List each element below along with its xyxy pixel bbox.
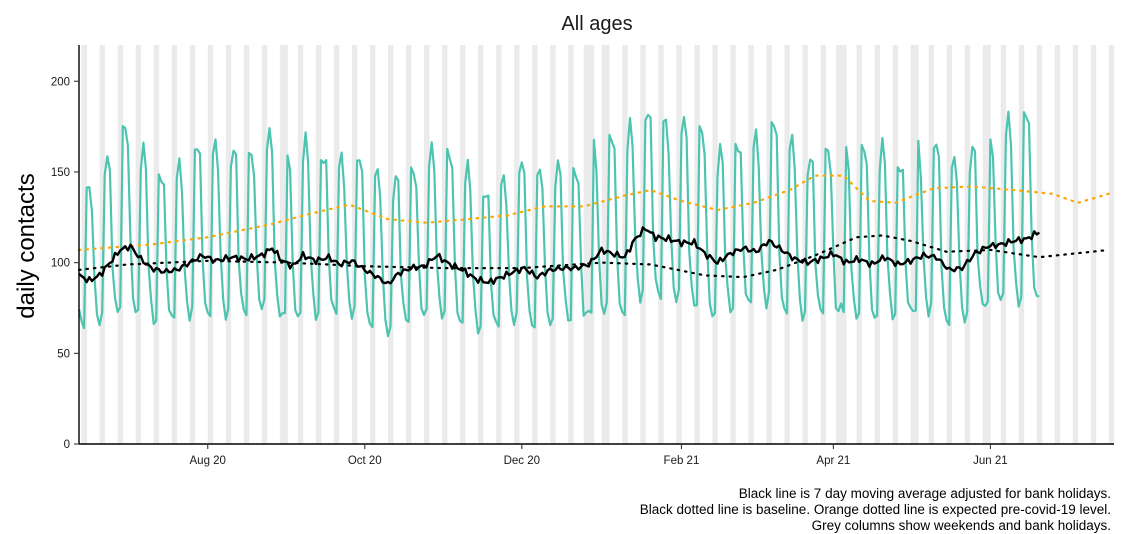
weekend-column <box>261 45 265 444</box>
weekend-column <box>279 45 283 444</box>
weekend-column <box>838 45 842 444</box>
weekend-column <box>946 45 950 444</box>
expected-level-line <box>77 174 1111 251</box>
x-tick-label: Jun 21 <box>973 455 1008 467</box>
y-tick-label: 100 <box>51 258 70 270</box>
baseline-line <box>77 234 1111 279</box>
caption-line: Grey columns show weekends and bank holi… <box>811 518 1111 533</box>
weekend-column <box>622 45 626 444</box>
weekend-column <box>856 45 860 444</box>
weekend-column <box>1072 45 1076 444</box>
y-tick-label: 50 <box>57 348 70 360</box>
daily-series <box>77 110 1040 338</box>
caption-line: Black line is 7 day moving average adjus… <box>738 486 1111 501</box>
weekend-column <box>315 45 319 444</box>
weekend-column <box>928 45 932 444</box>
y-axis-label: daily contacts <box>13 173 40 318</box>
weekend-column <box>99 45 103 444</box>
weekend-column <box>333 45 337 444</box>
weekend-column <box>730 45 734 444</box>
weekend-column <box>892 45 896 444</box>
weekend-column <box>712 45 716 444</box>
weekend-column <box>820 45 824 444</box>
weekend-column <box>171 45 175 444</box>
y-tick-label: 150 <box>51 167 70 179</box>
weekend-column <box>658 45 662 444</box>
weekend-column <box>442 45 445 444</box>
weekend-column <box>1111 45 1115 444</box>
expected-series <box>77 174 1111 251</box>
weekend-column <box>1090 45 1094 444</box>
weekend-column <box>601 45 605 444</box>
weekend-column <box>351 45 355 444</box>
weekend-column <box>369 45 373 444</box>
axes: 0 50 100 150 200 Aug 20 Oct 20 Dec 20 Feb 21 Apr … <box>51 45 1114 467</box>
weekend-column <box>460 45 463 444</box>
weekend-column <box>478 45 481 444</box>
weekend-column <box>964 45 968 444</box>
weekend-column <box>1057 45 1061 444</box>
weekend-column <box>748 45 752 444</box>
weekend-column <box>1093 45 1097 444</box>
weekend-column <box>1039 45 1043 444</box>
weekend-column <box>189 45 193 444</box>
weekend-column <box>424 45 427 444</box>
weekend-column <box>841 45 844 444</box>
chart-title: All ages <box>561 13 632 35</box>
weekend-column <box>117 45 121 444</box>
weekend-column <box>985 45 989 444</box>
weekend-column <box>676 45 680 444</box>
weekend-column <box>550 45 554 444</box>
weekend-column <box>243 45 247 444</box>
weekend-column <box>135 45 139 444</box>
weekend-column <box>81 45 85 444</box>
weekend-column <box>282 45 286 444</box>
x-tick-label: Oct 20 <box>348 455 382 467</box>
weekend-column <box>1108 45 1112 444</box>
weekend-column <box>568 45 572 444</box>
weekend-column <box>532 45 536 444</box>
weekend-column <box>1054 45 1058 444</box>
weekend-column <box>802 45 806 444</box>
weekend-column <box>588 45 592 444</box>
weekend-column <box>874 45 878 444</box>
moving-average-line <box>78 226 1041 285</box>
weekend-column <box>640 45 644 444</box>
x-tick-label: Apr 21 <box>816 455 850 467</box>
y-tick-label: 200 <box>51 76 70 88</box>
weekend-column <box>387 45 391 444</box>
daily-contacts-line <box>77 110 1040 338</box>
weekend-column <box>1036 45 1040 444</box>
caption-line: Black dotted line is baseline. Orange do… <box>639 502 1111 517</box>
weekend-column <box>297 45 301 444</box>
x-tick-label: Feb 21 <box>664 455 700 467</box>
weekend-column <box>405 45 409 444</box>
x-tick-label: Dec 20 <box>504 455 540 467</box>
weekend-column <box>1075 45 1079 444</box>
weekend-column <box>583 45 587 444</box>
weekend-column <box>982 45 986 444</box>
moving-average-series <box>78 226 1041 285</box>
weekend-column <box>586 45 590 444</box>
weekend-column <box>207 45 211 444</box>
baseline-series <box>77 234 1111 279</box>
y-tick-label: 0 <box>64 439 70 451</box>
weekend-column <box>514 45 517 444</box>
x-tick-label: Aug 20 <box>190 455 226 467</box>
weekend-column <box>496 45 499 444</box>
weekend-column <box>1018 45 1022 444</box>
weekend-column <box>784 45 788 444</box>
weekend-column <box>225 45 229 444</box>
weekend-column <box>604 45 608 444</box>
weekend-column <box>913 45 917 444</box>
caption: Black line is 7 day moving average adjus… <box>640 486 1111 534</box>
weekend-column <box>910 45 914 444</box>
